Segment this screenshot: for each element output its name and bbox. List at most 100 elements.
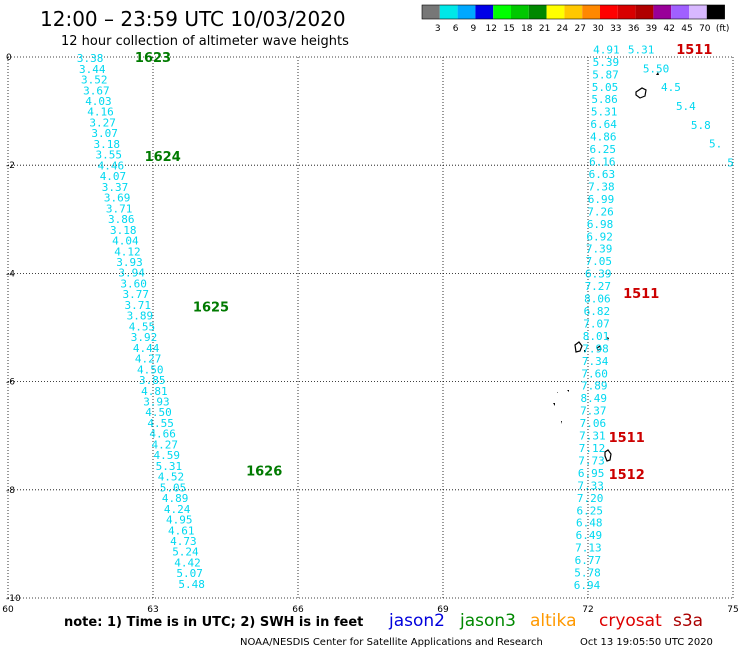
color-scale-label: 15 xyxy=(503,24,514,34)
wave-height-value: 3.67 xyxy=(83,84,110,97)
wave-height-value: 5.4 xyxy=(676,100,696,113)
wave-height-value: 6.39 xyxy=(585,268,612,281)
wave-height-value: 3.60 xyxy=(120,277,147,290)
color-swatch xyxy=(564,5,583,19)
island-shape xyxy=(607,337,609,341)
color-swatch xyxy=(546,5,565,19)
color-scale-label: 9 xyxy=(471,24,477,34)
satellite-legend-cryosat: cryosat xyxy=(599,611,662,631)
color-scale-label: 45 xyxy=(681,24,692,34)
wave-height-value: 4.50 xyxy=(145,406,172,419)
longitude-tick-label: 66 xyxy=(292,605,304,615)
wave-height-value: 7.07 xyxy=(583,317,610,330)
wave-height-value: 3.44 xyxy=(79,63,106,76)
color-swatch xyxy=(439,5,458,19)
color-swatch xyxy=(653,5,672,19)
wave-height-value: 7.20 xyxy=(577,492,604,505)
wave-height-value: 7.34 xyxy=(582,355,609,368)
satellite-legend-altika: altika xyxy=(530,611,577,631)
color-swatch xyxy=(511,5,529,19)
longitude-tick-label: 63 xyxy=(147,605,158,615)
map-title: 12:00 – 23:59 UTC 10/03/2020 xyxy=(40,7,346,31)
wave-height-value: 3.52 xyxy=(81,74,108,87)
wave-height-value: 6.63 xyxy=(589,168,616,181)
wave-height-value: 4.03 xyxy=(85,95,112,108)
color-scale-label: 30 xyxy=(592,24,604,34)
wave-height-value: 3.93 xyxy=(143,395,170,408)
color-scale-label: (ft) xyxy=(716,24,730,34)
wave-height-value: 4.44 xyxy=(133,342,160,355)
wave-height-value: 5 xyxy=(727,156,734,169)
wave-height-value: 6.48 xyxy=(576,517,603,530)
satellite-legend-s3a: s3a xyxy=(673,611,703,631)
wave-height-value: 7.06 xyxy=(580,417,607,430)
island-shape xyxy=(604,449,612,462)
pass-time-label: 1511 xyxy=(676,43,712,58)
units-note: note: 1) Time is in UTC; 2) SWH is in fe… xyxy=(64,615,363,630)
island-shape xyxy=(574,341,583,353)
wave-height-value: 5.39 xyxy=(593,56,620,69)
wave-height-value: 5.31 xyxy=(628,43,655,56)
longitude-tick-label: 60 xyxy=(2,605,14,615)
wave-height-value: 7.31 xyxy=(579,430,606,443)
wave-height-value: 4.73 xyxy=(170,535,197,548)
latitude-tick-label: 0 xyxy=(6,53,12,63)
wave-height-value: 4.04 xyxy=(112,235,139,248)
wave-height-value: 4.24 xyxy=(164,503,191,516)
color-scale-label: 3 xyxy=(435,24,441,34)
island-shape xyxy=(656,72,659,75)
wave-height-value: 7.12 xyxy=(579,442,606,455)
wave-height-value: 6.16 xyxy=(589,156,616,169)
wave-height-value: 7.26 xyxy=(587,205,614,218)
wave-height-value: 5.50 xyxy=(643,62,670,75)
color-scale-label: 18 xyxy=(521,24,533,34)
color-swatch xyxy=(582,5,600,19)
color-swatch xyxy=(528,5,547,19)
wave-height-value: 3.18 xyxy=(110,224,137,237)
generated-timestamp: Oct 13 19:05:50 UTC 2020 xyxy=(580,637,713,648)
wave-height-value: 3.37 xyxy=(102,181,129,194)
pass-time-label: 1511 xyxy=(623,287,659,302)
wave-height-value: 6.94 xyxy=(574,579,601,592)
wave-height-value: 4.46 xyxy=(98,159,125,172)
wave-height-value: 3.93 xyxy=(116,256,143,269)
longitude-tick-label: 69 xyxy=(437,605,449,615)
color-scale-label: 39 xyxy=(646,24,658,34)
island-shape xyxy=(596,345,602,351)
wave-height-value: 3.18 xyxy=(93,138,120,151)
wave-height-value: 7.39 xyxy=(586,243,613,256)
wave-height-value: 4.50 xyxy=(137,363,164,376)
wave-height-value: 7.98 xyxy=(582,342,609,355)
wave-height-value: 6.99 xyxy=(588,193,615,206)
altimeter-tracks: 3.383.443.523.674.034.163.273.073.183.55… xyxy=(77,43,734,592)
wave-height-value: 7.27 xyxy=(585,280,612,293)
wave-height-value: 7.33 xyxy=(577,479,604,492)
wave-height-value: 4.66 xyxy=(149,428,176,441)
island-shape xyxy=(635,87,647,99)
latitude-tick-label: -10 xyxy=(6,594,21,604)
island-shape xyxy=(557,392,558,393)
wave-height-value: 7.05 xyxy=(585,255,612,268)
color-scale-label: 70 xyxy=(699,24,711,34)
wave-height-value: 7.73 xyxy=(578,454,605,467)
axis-tick-labels: 60 63 66 69 72 75 0 -2 -4 -6 -8 -10 xyxy=(2,53,738,615)
credit-line: NOAA/NESDIS Center for Satellite Applica… xyxy=(240,637,543,648)
pass-time-label: 1623 xyxy=(135,51,171,66)
wave-height-value: 3.55 xyxy=(96,149,123,162)
wave-height-value: 7.13 xyxy=(575,542,602,555)
wave-height-value: 8.06 xyxy=(584,293,611,306)
wave-height-value: 4.5 xyxy=(661,81,681,94)
wave-height-value: 5.31 xyxy=(591,106,618,119)
wave-height-value: 3.07 xyxy=(91,127,118,140)
wave-height-value: 6.98 xyxy=(587,218,614,231)
color-scale-label: 12 xyxy=(485,24,496,34)
wave-height-value: 6.64 xyxy=(590,118,617,131)
color-scale-legend: 3 6 9 12 15 18 21 24 27 30 33 36 39 42 45 70 (ft) xyxy=(421,4,730,34)
wave-height-value: 4.55 xyxy=(129,320,156,333)
longitude-tick-label: 72 xyxy=(582,605,593,615)
wave-height-value: 6.77 xyxy=(575,554,602,567)
color-swatch xyxy=(617,5,636,19)
wave-height-value: 7.37 xyxy=(580,405,607,418)
color-scale-label: 27 xyxy=(574,24,585,34)
